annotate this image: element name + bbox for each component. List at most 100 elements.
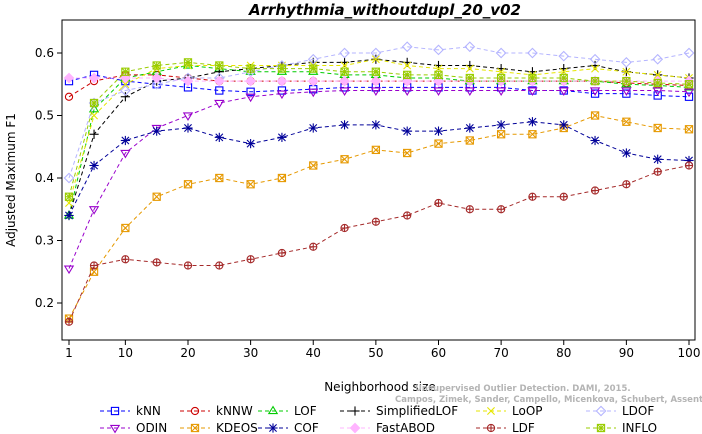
data-point-ldf	[496, 205, 506, 214]
legend-marker-lof	[267, 405, 279, 415]
data-point-cof	[559, 120, 569, 130]
legend-label-knnw: kNNW	[216, 404, 253, 418]
data-point-knn	[277, 86, 287, 95]
data-point-odin	[402, 87, 413, 96]
data-point-inflo	[622, 76, 631, 86]
x-tick-label: 20	[180, 346, 195, 360]
legend-marker-loop	[487, 407, 495, 415]
data-point-inflo	[403, 70, 412, 80]
data-point-loop	[403, 61, 412, 70]
data-point-cof	[465, 123, 475, 133]
data-point-fastabod	[182, 75, 194, 87]
data-point-inflo	[89, 98, 99, 108]
data-point-kdeos	[684, 125, 694, 134]
data-point-ldof	[151, 78, 163, 90]
legend-item-kdeos: KDEOS	[180, 421, 258, 434]
data-point-kdeos	[215, 173, 224, 183]
data-point-odin	[652, 87, 663, 96]
data-point-cof	[653, 154, 663, 164]
series-kdeos	[64, 111, 694, 323]
data-point-simplifiedlof	[120, 92, 130, 102]
data-point-ldof	[589, 53, 601, 65]
data-point-odin	[245, 93, 256, 103]
data-point-kdeos	[309, 161, 318, 170]
data-point-cof	[527, 117, 538, 127]
data-point-fastabod	[63, 72, 75, 84]
legend-item-simplifiedlof: SimplifiedLOF	[340, 404, 458, 418]
data-point-inflo	[152, 61, 161, 70]
watermark-line1: Unsupervised Outlier Detection. DAMI, 20…	[415, 384, 631, 394]
data-point-ldof	[63, 172, 75, 184]
legend-item-cof: COF	[258, 421, 319, 434]
data-point-odin	[214, 99, 225, 109]
data-point-knn	[246, 87, 255, 96]
data-point-ldf	[434, 198, 443, 208]
data-point-ldf	[340, 223, 349, 233]
legend-marker-odin	[109, 424, 121, 434]
legend-marker-inflo	[596, 423, 606, 433]
data-point-ldof	[683, 47, 695, 59]
data-point-odin	[63, 265, 75, 275]
data-point-ldf	[183, 261, 193, 270]
data-point-ldof	[339, 47, 350, 59]
data-point-kdeos	[121, 223, 130, 233]
data-point-inflo	[246, 64, 255, 73]
data-point-ldf	[64, 317, 74, 326]
data-point-fastabod	[276, 75, 288, 87]
data-point-ldof	[620, 56, 632, 68]
legend-marker-ldof	[595, 405, 607, 417]
series-line-fastabod	[69, 77, 689, 82]
legend-marker-kdeos	[190, 423, 200, 433]
data-point-cof	[64, 210, 74, 221]
data-point-odin	[433, 87, 444, 96]
legend-marker-fastabod	[349, 422, 361, 434]
data-point-cof	[277, 132, 287, 142]
legend-marker-simplifiedlof	[350, 406, 360, 416]
series-cof	[64, 117, 694, 221]
data-point-ldf	[622, 180, 631, 189]
data-point-kdeos	[590, 111, 600, 120]
x-tick-label: 30	[243, 346, 258, 360]
data-point-odin	[88, 206, 100, 215]
data-point-ldof	[464, 41, 476, 53]
data-point-cof	[496, 120, 506, 130]
series-ldf	[64, 161, 694, 326]
data-point-knn	[653, 91, 662, 100]
data-point-fastabod	[339, 75, 350, 87]
data-point-ldf	[89, 261, 99, 270]
x-tick-label: 90	[619, 346, 634, 360]
series-line-ldf	[68, 165, 690, 323]
data-point-cof	[621, 148, 631, 158]
y-tick-label: 0.4	[35, 171, 54, 185]
legend-label-knn: kNN	[136, 404, 161, 418]
data-point-kdeos	[403, 148, 412, 158]
data-point-cof	[402, 126, 412, 136]
data-point-cof	[339, 120, 350, 130]
x-tick-label: 50	[368, 346, 383, 360]
data-point-ldf	[559, 192, 568, 201]
data-point-ldf	[465, 205, 474, 214]
data-point-inflo	[465, 73, 474, 83]
data-point-odin	[182, 112, 194, 121]
legend-label-ldof: LDOF	[622, 404, 654, 418]
data-point-ldf	[371, 217, 381, 226]
series-line-cof	[68, 121, 690, 216]
data-point-cof	[308, 123, 318, 133]
legend-item-knn: kNN	[100, 404, 161, 418]
legend-label-cof: COF	[294, 421, 319, 434]
data-point-knnw	[64, 92, 74, 101]
data-point-kdeos	[277, 173, 287, 183]
data-point-inflo	[121, 67, 130, 76]
data-point-ldf	[309, 242, 318, 251]
y-axis: 0.2 0.3 0.4 0.5 0.6	[35, 46, 62, 310]
data-point-inflo	[684, 80, 694, 89]
plot-frame	[61, 19, 696, 341]
y-tick-label: 0.3	[35, 234, 54, 248]
data-point-ldof	[652, 53, 664, 65]
data-point-ldf	[277, 248, 287, 258]
data-point-cof	[214, 132, 224, 142]
data-point-kdeos	[340, 155, 349, 164]
data-point-fastabod	[151, 72, 163, 84]
data-point-odin	[308, 88, 319, 98]
